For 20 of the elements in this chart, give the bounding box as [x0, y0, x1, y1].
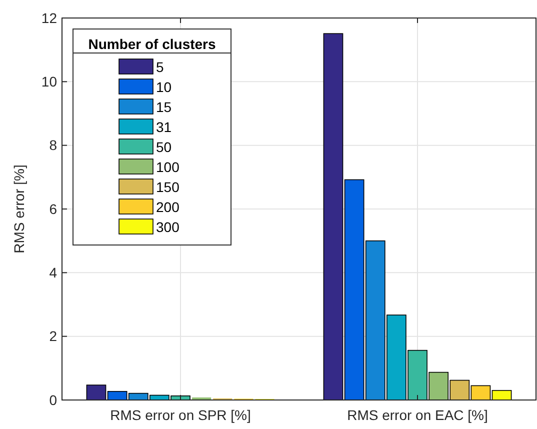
y-tick-label: 6: [49, 200, 58, 217]
y-tick-label: 4: [49, 264, 58, 281]
y-tick-label: 8: [49, 137, 58, 154]
legend-label: 300: [156, 218, 180, 235]
legend-label: 200: [156, 198, 180, 215]
legend-title: Number of clusters: [88, 36, 216, 52]
legend-label: 50: [156, 138, 172, 155]
y-axis-title: RMS error [%]: [11, 164, 27, 254]
legend-label: 31: [156, 118, 172, 135]
legend-label: 15: [156, 98, 172, 115]
legend-label: 10: [156, 78, 172, 95]
legend-label: 100: [156, 158, 180, 175]
x-tick-label: RMS error on EAC [%]: [347, 407, 488, 423]
y-tick-label: 2: [49, 328, 58, 344]
legend-label: 150: [156, 178, 180, 195]
x-tick-label: RMS error on SPR [%]: [110, 407, 251, 423]
y-tick-label: 10: [41, 74, 58, 90]
y-tick-label: 12: [41, 10, 58, 26]
legend-label: 5: [156, 58, 164, 75]
y-tick-label: 0: [49, 392, 58, 408]
